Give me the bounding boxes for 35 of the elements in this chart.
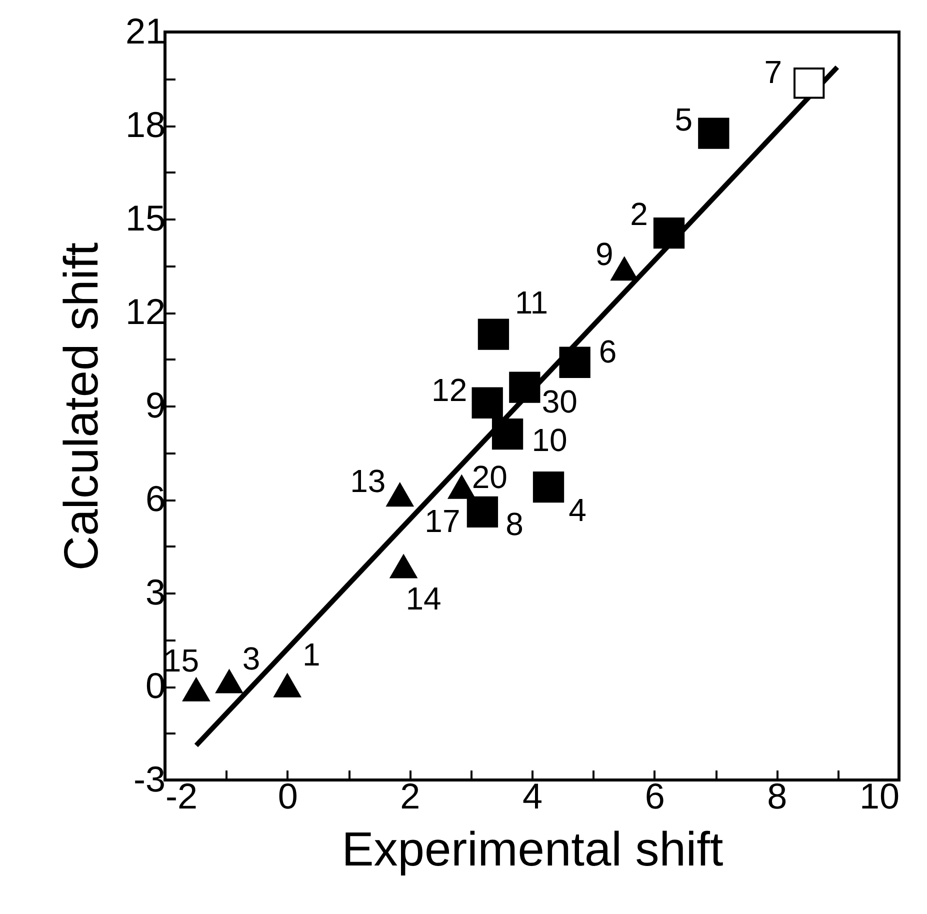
annotation: 17 bbox=[424, 502, 460, 539]
annotation: 1 bbox=[302, 636, 320, 673]
y-tick-label: 18 bbox=[125, 104, 166, 145]
annotation: 4 bbox=[568, 492, 586, 528]
annotation: 10 bbox=[532, 422, 568, 458]
annotation: 6 bbox=[598, 333, 617, 370]
x-axis-title: Experimental shift bbox=[342, 824, 724, 876]
y-tick-label: 12 bbox=[125, 291, 166, 332]
y-axis-title: Calculated shift bbox=[55, 242, 108, 571]
y-tick-label: 6 bbox=[145, 478, 166, 519]
y-tick-label: 0 bbox=[145, 665, 166, 706]
annotation: 3 bbox=[242, 640, 260, 677]
y-tick-label: -3 bbox=[133, 758, 166, 800]
annotation: 9 bbox=[595, 236, 614, 272]
x-tick-label: 8 bbox=[767, 776, 788, 816]
annotation: 20 bbox=[472, 459, 508, 496]
annotation: 8 bbox=[506, 506, 524, 542]
x-tick-label: 6 bbox=[644, 776, 665, 816]
annotation: 2 bbox=[630, 196, 648, 232]
annotation: 7 bbox=[764, 54, 782, 90]
annotation: 12 bbox=[432, 372, 468, 408]
x-tick-label: 10 bbox=[859, 776, 900, 816]
annotation: 11 bbox=[514, 284, 548, 320]
y-tick-label: 9 bbox=[145, 384, 166, 426]
y-tick-label: 21 bbox=[125, 10, 166, 52]
y-tick-label: 15 bbox=[125, 198, 166, 238]
y-tick-label: 3 bbox=[145, 572, 166, 612]
annotation: 14 bbox=[406, 580, 442, 617]
annotation: 5 bbox=[674, 101, 693, 138]
x-tick-label: -2 bbox=[166, 776, 198, 816]
annotation: 30 bbox=[542, 383, 578, 420]
x-tick-label: 4 bbox=[522, 776, 543, 816]
annotation: 13 bbox=[350, 462, 386, 499]
x-tick-label: 2 bbox=[400, 776, 420, 816]
x-tick-label: 0 bbox=[278, 776, 298, 816]
